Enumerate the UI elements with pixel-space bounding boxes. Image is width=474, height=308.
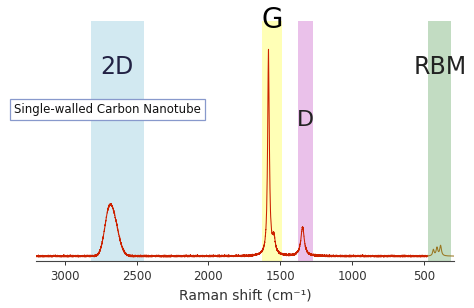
Bar — [262, 21, 282, 261]
Bar — [298, 21, 313, 261]
Text: Single-walled Carbon Nanotube: Single-walled Carbon Nanotube — [14, 103, 201, 116]
X-axis label: Raman shift (cm⁻¹): Raman shift (cm⁻¹) — [179, 289, 311, 302]
Bar — [428, 21, 451, 261]
Bar — [91, 21, 144, 261]
Text: 2D: 2D — [100, 55, 134, 79]
Text: G: G — [262, 6, 283, 34]
Text: RBM: RBM — [414, 55, 467, 79]
Text: D: D — [297, 110, 314, 130]
